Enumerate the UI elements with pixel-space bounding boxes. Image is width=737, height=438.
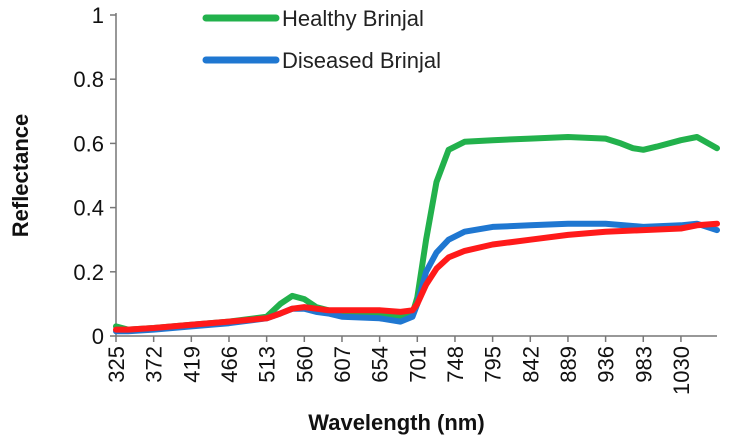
- series-line-2: [113, 220, 720, 335]
- x-tick-label: 419: [179, 346, 204, 383]
- x-tick-label: 466: [217, 346, 242, 383]
- x-tick-label: 1030: [669, 346, 694, 395]
- y-axis-title: Reflectance: [8, 114, 33, 238]
- y-tick-label: 0.6: [73, 131, 104, 156]
- x-tick-label: 795: [481, 346, 506, 383]
- x-tick-label: 748: [443, 346, 468, 383]
- legend-label: Diseased Brinjal: [282, 48, 441, 73]
- x-tick-label: 889: [556, 346, 581, 383]
- legend-label: Healthy Brinjal: [282, 6, 424, 31]
- y-tick-label: 0: [92, 324, 104, 349]
- x-tick-label: 701: [405, 346, 430, 383]
- x-tick-label: 654: [368, 346, 393, 383]
- x-tick-label: 325: [104, 346, 129, 383]
- series-line-3: [113, 220, 720, 333]
- y-tick-label: 0.2: [73, 260, 104, 285]
- x-tick-label: 936: [594, 346, 619, 383]
- x-tick-label: 842: [518, 346, 543, 383]
- x-tick-label: 372: [142, 346, 167, 383]
- x-tick-label: 513: [255, 346, 280, 383]
- x-tick-label: 607: [330, 346, 355, 383]
- x-axis-title: Wavelength (nm): [308, 410, 484, 435]
- y-tick-label: 0.8: [73, 67, 104, 92]
- y-tick-label: 1: [92, 3, 104, 28]
- x-tick-label: 560: [292, 346, 317, 383]
- y-tick-label: 0.4: [73, 196, 104, 221]
- x-tick-label: 983: [631, 346, 656, 383]
